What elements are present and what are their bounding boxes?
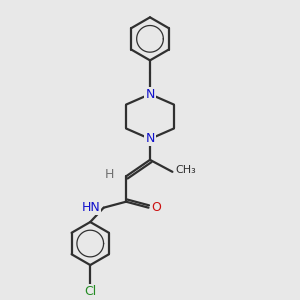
Text: N: N [145, 132, 155, 146]
Text: H: H [105, 168, 114, 181]
Text: Cl: Cl [84, 285, 96, 298]
Text: CH₃: CH₃ [176, 165, 196, 175]
Text: HN: HN [81, 201, 100, 214]
Text: O: O [151, 201, 161, 214]
Text: N: N [145, 88, 155, 100]
